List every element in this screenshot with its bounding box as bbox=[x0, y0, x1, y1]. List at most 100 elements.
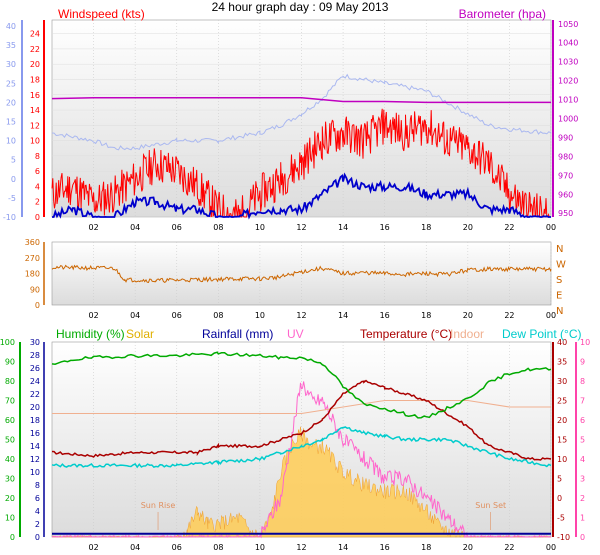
rain-y-tick-10: 20 bbox=[30, 403, 40, 412]
bottom-x-tick-4: 10 bbox=[255, 543, 265, 552]
top-x-tick-10: 22 bbox=[504, 223, 514, 232]
uv-y-tick-8: 8 bbox=[580, 377, 585, 386]
top-x-tick-9: 20 bbox=[463, 223, 473, 232]
wind-gust-line bbox=[51, 108, 551, 218]
humidity-y-tick-6: 60 bbox=[5, 416, 15, 425]
middle-x-tick-0: 02 bbox=[88, 311, 98, 320]
uv-y-tick-7: 7 bbox=[580, 397, 585, 406]
middle-x-tick-6: 14 bbox=[338, 311, 348, 320]
direction-y-tick-3: 270 bbox=[25, 254, 40, 263]
indoor-temp-line bbox=[52, 400, 551, 414]
uv-y-tick-3: 3 bbox=[580, 475, 585, 484]
far-left-y-tick-10: 40 bbox=[6, 22, 16, 31]
middle-x-tick-9: 20 bbox=[463, 311, 473, 320]
dew-point-line bbox=[51, 426, 552, 469]
temp-y-tick-3: 5 bbox=[557, 475, 562, 484]
wind-y-tick-2: 4 bbox=[35, 182, 40, 191]
middle-x-tick-11: 00 bbox=[546, 311, 556, 320]
rain-y-tick-14: 28 bbox=[30, 351, 40, 360]
middle-x-tick-1: 04 bbox=[130, 311, 140, 320]
wind-y-tick-7: 14 bbox=[30, 106, 40, 115]
top-x-tick-3: 08 bbox=[213, 223, 223, 232]
indoor-legend-label: Indoor bbox=[450, 327, 484, 341]
bottom-x-tick-10: 22 bbox=[504, 543, 514, 552]
rain-y-tick-12: 24 bbox=[30, 377, 40, 386]
direction-y-tick-1: 90 bbox=[30, 285, 40, 294]
middle-x-tick-8: 18 bbox=[421, 311, 431, 320]
top-x-tick-8: 18 bbox=[421, 223, 431, 232]
rain-y-tick-3: 6 bbox=[35, 494, 40, 503]
rain-y-tick-0: 0 bbox=[35, 533, 40, 542]
wind-y-tick-4: 8 bbox=[35, 152, 40, 161]
temp-y-tick-7: 25 bbox=[557, 397, 567, 406]
wind-y-tick-10: 20 bbox=[30, 60, 40, 69]
middle-x-tick-7: 16 bbox=[380, 311, 390, 320]
top-x-tick-6: 14 bbox=[338, 223, 348, 232]
far-left-y-tick-7: 25 bbox=[6, 79, 16, 88]
rain-y-tick-15: 30 bbox=[30, 338, 40, 347]
far-left-y-tick-1: -5 bbox=[8, 194, 16, 203]
baro-y-tick-5: 1000 bbox=[558, 115, 578, 124]
middle-x-tick-2: 06 bbox=[172, 311, 182, 320]
rain-y-tick-2: 4 bbox=[35, 507, 40, 516]
uv-y-tick-5: 5 bbox=[580, 436, 585, 445]
baro-axis-title: Barometer (hpa) bbox=[459, 7, 546, 21]
temp-y-tick-0: -10 bbox=[557, 533, 570, 542]
baro-y-tick-7: 1020 bbox=[558, 77, 578, 86]
rain-y-tick-11: 22 bbox=[30, 390, 40, 399]
temp-y-tick-9: 35 bbox=[557, 358, 567, 367]
direction-panel-background bbox=[51, 241, 552, 306]
bottom-x-tick-2: 06 bbox=[172, 543, 182, 552]
baro-y-tick-4: 990 bbox=[558, 133, 573, 142]
wind-y-tick-9: 18 bbox=[30, 75, 40, 84]
direction-letter-0: N bbox=[556, 244, 563, 255]
temp-legend-label: Temperature (°C) bbox=[360, 327, 452, 341]
uv-y-tick-4: 4 bbox=[580, 455, 585, 464]
wind-y-tick-6: 12 bbox=[30, 121, 40, 130]
baro-y-tick-8: 1030 bbox=[558, 58, 578, 67]
direction-letter-3: E bbox=[556, 291, 562, 302]
baro-y-tick-10: 1050 bbox=[558, 20, 578, 29]
rain-y-tick-1: 2 bbox=[35, 520, 40, 529]
far-left-y-tick-0: -10 bbox=[3, 213, 16, 222]
temp-y-tick-1: -5 bbox=[557, 514, 565, 523]
bottom-x-tick-9: 20 bbox=[463, 543, 473, 552]
wind-y-tick-11: 22 bbox=[30, 45, 40, 54]
uv-y-tick-0: 0 bbox=[580, 533, 585, 542]
direction-y-tick-0: 0 bbox=[35, 301, 40, 310]
temp-y-tick-6: 20 bbox=[557, 416, 567, 425]
humidity-line bbox=[51, 351, 552, 419]
humidity-y-tick-7: 70 bbox=[5, 397, 15, 406]
top-x-tick-2: 06 bbox=[172, 223, 182, 232]
bottom-x-tick-0: 02 bbox=[88, 543, 98, 552]
far-left-y-tick-8: 30 bbox=[6, 60, 16, 69]
humidity-y-tick-1: 10 bbox=[5, 514, 15, 523]
humidity-y-tick-8: 80 bbox=[5, 377, 15, 386]
outdoor-temp-line bbox=[51, 73, 552, 151]
uv-y-tick-9: 9 bbox=[580, 358, 585, 367]
wind-axis-title: Windspeed (kts) bbox=[58, 7, 145, 21]
baro-y-tick-2: 970 bbox=[558, 171, 573, 180]
rain-y-tick-9: 18 bbox=[30, 416, 40, 425]
top-x-tick-1: 04 bbox=[130, 223, 140, 232]
far-left-y-tick-4: 10 bbox=[6, 137, 16, 146]
temperature-line bbox=[51, 379, 552, 461]
wind-y-tick-0: 0 bbox=[35, 213, 40, 222]
chart-title: 24 hour graph day : 09 May 2013 bbox=[212, 0, 389, 14]
uv-line bbox=[51, 381, 552, 539]
rain-y-tick-13: 26 bbox=[30, 364, 40, 373]
bottom-x-tick-8: 18 bbox=[421, 543, 431, 552]
temp-y-tick-5: 15 bbox=[557, 436, 567, 445]
rain-y-tick-6: 12 bbox=[30, 455, 40, 464]
baro-y-tick-0: 950 bbox=[558, 209, 573, 218]
average-wind-line bbox=[52, 172, 551, 220]
temp-y-tick-8: 30 bbox=[557, 377, 567, 386]
far-left-y-tick-6: 20 bbox=[6, 98, 16, 107]
direction-y-tick-2: 180 bbox=[25, 270, 40, 279]
bottom-x-tick-6: 14 bbox=[338, 543, 348, 552]
top-x-tick-0: 02 bbox=[88, 223, 98, 232]
top-x-tick-4: 10 bbox=[255, 223, 265, 232]
sunset-label: Sun Set bbox=[475, 501, 506, 510]
